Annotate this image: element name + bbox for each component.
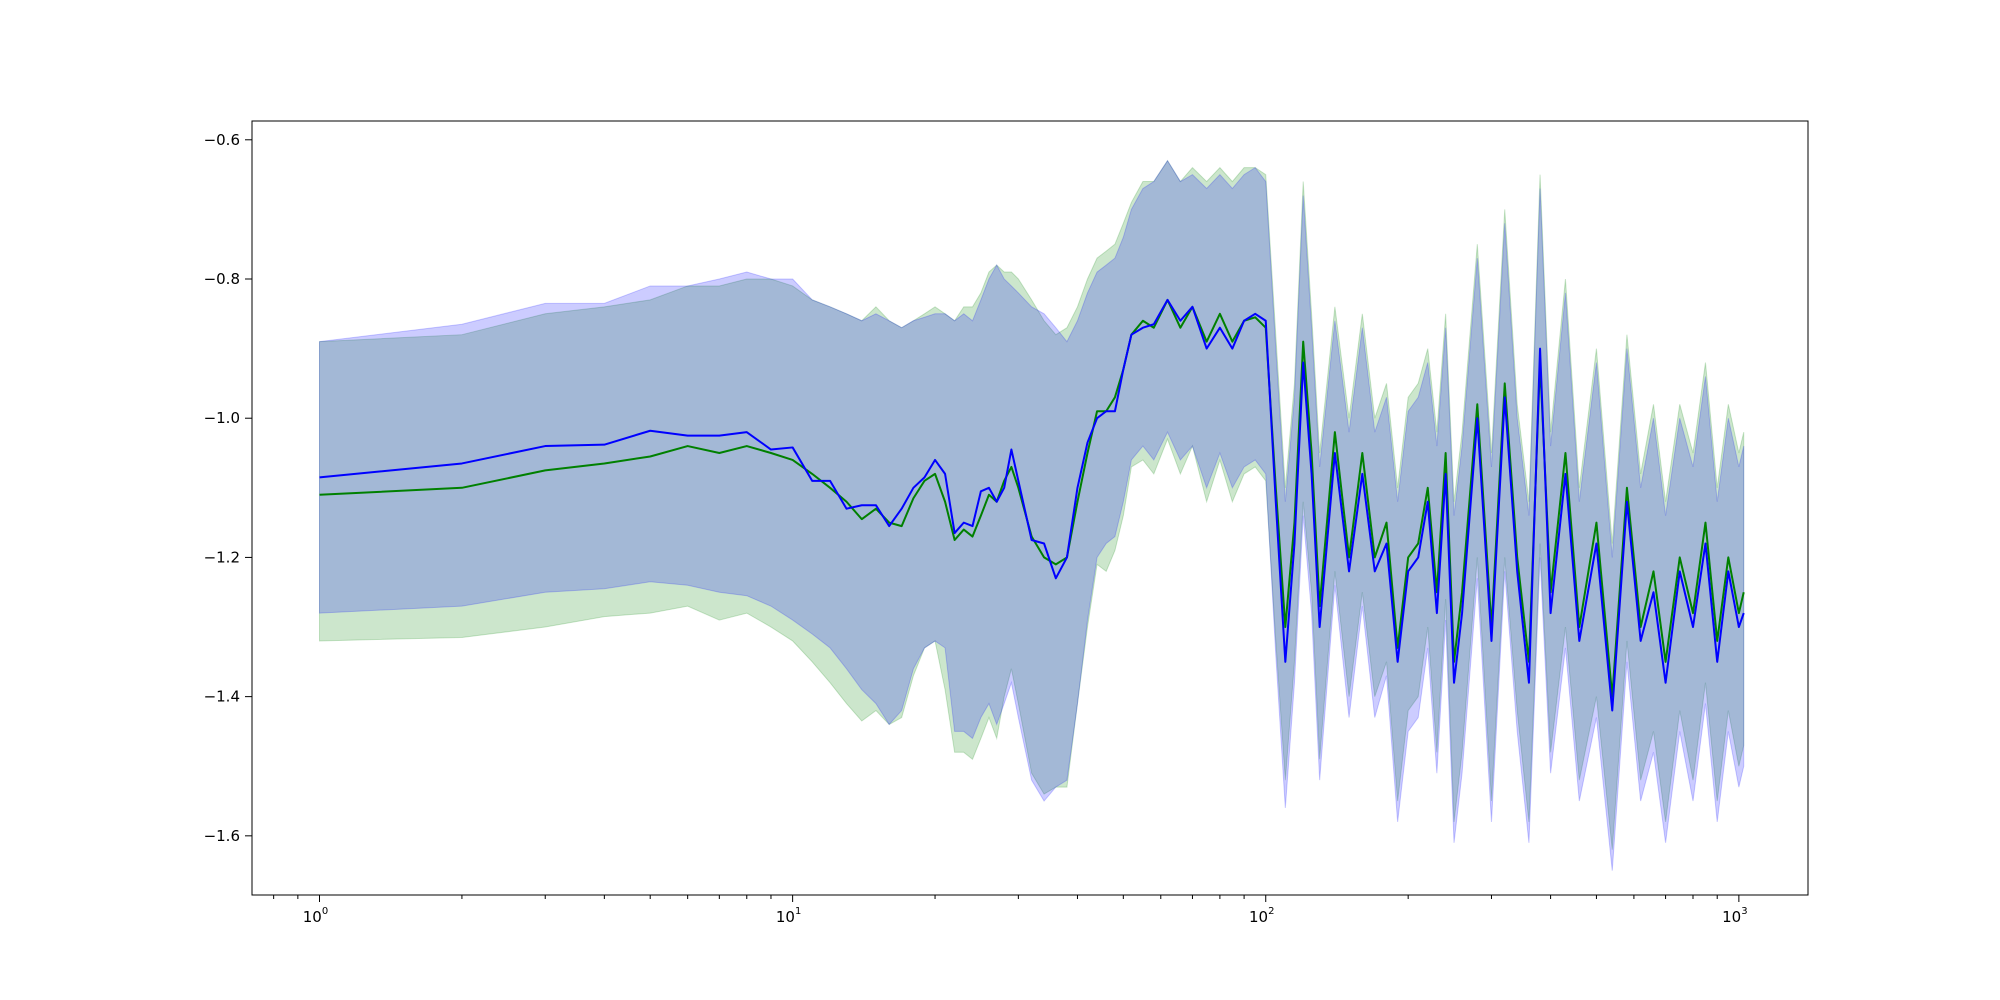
confidence-bands bbox=[319, 159, 1745, 871]
plot-frame bbox=[251, 120, 1809, 896]
y-tick-label: −0.6 bbox=[204, 131, 240, 149]
series-1-line bbox=[319, 298, 1745, 712]
x-tick-label: 102 bbox=[1249, 906, 1274, 926]
y-tick-label: −1.6 bbox=[204, 827, 240, 845]
series-0-band bbox=[319, 159, 1745, 850]
y-tick-label: −1.2 bbox=[204, 548, 240, 566]
x-axis: 100 101 102 103 bbox=[273, 895, 1748, 926]
y-tick-label: −1.4 bbox=[204, 688, 240, 706]
y-tick-label: −1.0 bbox=[204, 409, 240, 427]
y-tick-label: −0.8 bbox=[204, 270, 240, 288]
series-1-band bbox=[319, 159, 1745, 871]
x-tick-label: 103 bbox=[1722, 906, 1747, 926]
y-axis: −0.6 −0.8 −1.0 −1.2 −1.4 −1.6 bbox=[204, 131, 252, 845]
series-lines bbox=[319, 298, 1745, 712]
x-tick-label: 100 bbox=[303, 906, 328, 926]
x-tick-label: 101 bbox=[776, 906, 801, 926]
